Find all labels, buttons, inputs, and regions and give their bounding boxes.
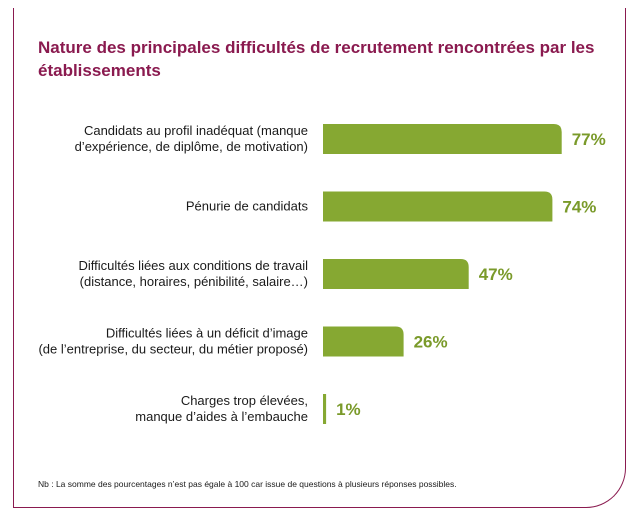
- category-label-4: Difficultés liées à un déficit d’image (d…: [38, 326, 308, 357]
- category-label-line: Candidats au profil inadéquat (manque: [84, 123, 308, 138]
- value-label-1: 77%: [572, 130, 606, 149]
- value-labels-group: 77% 74% 47% 26% 1%: [336, 130, 606, 419]
- category-label-line: Charges trop élevées,: [181, 393, 308, 408]
- value-label-4: 26%: [414, 333, 448, 352]
- category-label-5: Charges trop élevées, manque d’aides à l’…: [135, 393, 308, 424]
- category-label-3: Difficultés liées aux conditions de trav…: [78, 258, 308, 289]
- category-label-line: (de l’entreprise, du secteur, du métier …: [38, 342, 308, 357]
- bar-4: [323, 326, 404, 357]
- chart-title: Nature des principales difficultés de re…: [38, 38, 595, 80]
- bars-group: [323, 124, 562, 424]
- value-label-5: 1%: [336, 400, 361, 419]
- bar-3: [323, 259, 469, 289]
- category-labels-group: Candidats au profil inadéquat (manque d’e…: [38, 123, 308, 424]
- bar-2: [323, 191, 553, 222]
- category-label-line: (distance, horaires, pénibilité, salaire…: [80, 274, 308, 289]
- value-label-2: 74%: [562, 198, 596, 217]
- bar-1: [323, 124, 562, 154]
- category-label-line: manque d’aides à l’embauche: [135, 409, 308, 424]
- category-label-2: Pénurie de candidats: [186, 199, 309, 214]
- category-label-line: Difficultés liées à un déficit d’image: [106, 326, 308, 341]
- value-label-3: 47%: [479, 265, 513, 284]
- category-label-line: Pénurie de candidats: [186, 199, 309, 214]
- chart-frame: [13, 8, 626, 508]
- category-label-1: Candidats au profil inadéquat (manque d’e…: [75, 123, 308, 154]
- category-label-line: d’expérience, de diplôme, de motivation): [75, 139, 308, 154]
- footnote: Nb : La somme des pourcentages n’est pas…: [38, 479, 457, 489]
- bar-5: [323, 394, 327, 424]
- category-label-line: Difficultés liées aux conditions de trav…: [78, 258, 308, 273]
